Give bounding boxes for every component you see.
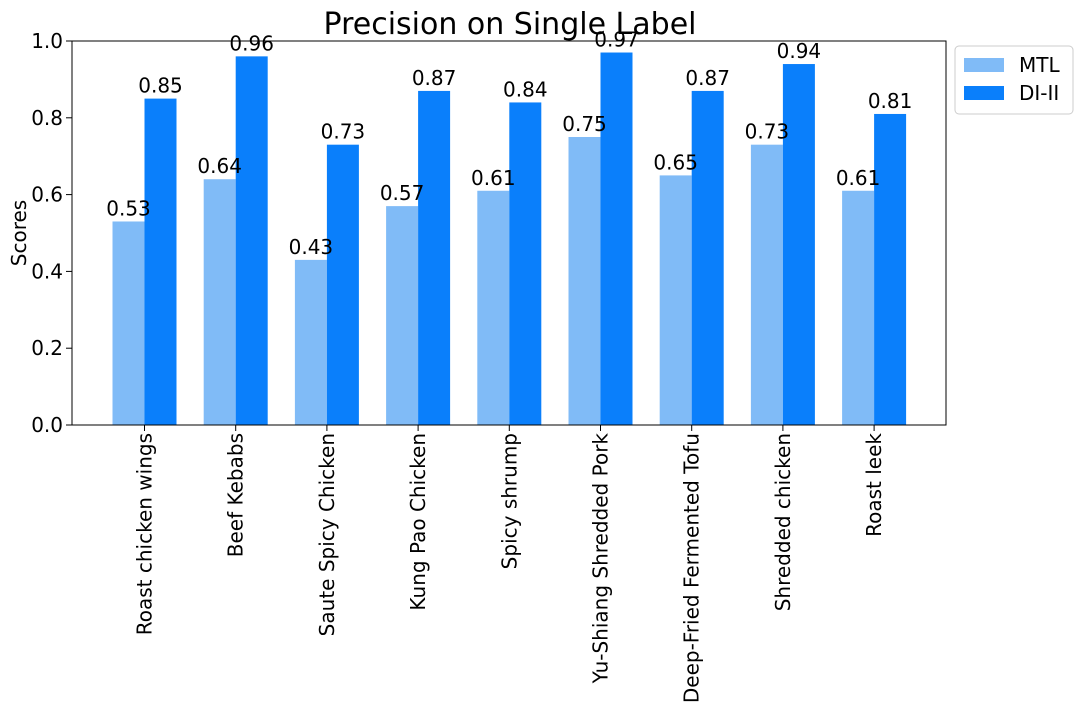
x-tick-label: Roast chicken wings	[133, 433, 157, 635]
bar-mtl-5	[568, 137, 601, 425]
legend-swatch-mtl	[964, 58, 1004, 72]
x-tick-label: Shredded chicken	[771, 433, 795, 611]
x-tick-label: Roast leek	[862, 433, 886, 537]
y-tick-label: 0.6	[31, 183, 63, 207]
bar-value-label: 0.73	[745, 120, 790, 144]
bar-labels-layer: 0.53 0.64 0.43 0.57 0.61 0.75 0.65 0.73 0.61 0.85…	[106, 28, 912, 259]
bar-value-label: 0.43	[289, 235, 334, 259]
bar-value-label: 0.94	[777, 39, 822, 63]
bar-mtl-0	[112, 221, 145, 425]
bar-value-label: 0.53	[106, 196, 151, 220]
legend-label: DI-II	[1019, 81, 1059, 105]
bar-value-label: 0.73	[321, 120, 366, 144]
y-tick-label: 0.0	[31, 413, 63, 437]
bar-value-label: 0.84	[503, 77, 548, 101]
bar-value-label: 0.81	[868, 89, 913, 113]
y-tick-label: 1.0	[31, 29, 63, 53]
bar-mtl-6	[659, 175, 692, 425]
bar-value-label: 0.85	[138, 74, 183, 98]
bar-di-ii-6	[691, 90, 724, 426]
x-axis: Roast chicken wings Beef Kebabs Saute Spic…	[133, 425, 886, 703]
x-tick-label: Spicy shrump	[497, 433, 521, 569]
bars-layer	[112, 52, 907, 426]
bar-di-ii-5	[600, 52, 633, 426]
bar-di-ii-8	[874, 113, 907, 426]
x-tick-label: Yu-Shiang Shredded Pork	[589, 433, 613, 685]
legend: MTL DI-II	[954, 45, 1074, 115]
bar-di-ii-4	[509, 102, 542, 425]
bar-value-label: 0.61	[836, 166, 881, 190]
y-tick-label: 0.2	[31, 336, 63, 360]
bar-mtl-4	[477, 190, 510, 425]
bar-value-label: 0.65	[653, 150, 698, 174]
bar-value-label: 0.87	[685, 66, 730, 90]
bar-di-ii-2	[326, 144, 359, 425]
bar-di-ii-3	[418, 90, 451, 426]
y-tick-label: 0.4	[31, 259, 63, 283]
x-tick-label: Deep-Fried Fermented Tofu	[680, 433, 704, 703]
bar-value-label: 0.87	[412, 66, 457, 90]
bar-mtl-7	[750, 144, 783, 425]
y-tick-label: 0.8	[31, 106, 63, 130]
bar-value-label: 0.97	[594, 28, 639, 52]
bar-mtl-8	[842, 190, 875, 425]
y-axis: 0.0 0.2 0.4 0.6 0.8 1.0	[31, 29, 72, 437]
bar-value-label: 0.96	[229, 31, 274, 55]
bar-di-ii-0	[144, 98, 177, 425]
bar-value-label: 0.64	[197, 154, 242, 178]
x-tick-label: Saute Spicy Chicken	[315, 433, 339, 636]
legend-swatch-di-ii	[964, 86, 1004, 100]
chart-title: Precision on Single Label	[324, 7, 697, 42]
bar-di-ii-1	[235, 56, 268, 426]
bar-value-label: 0.75	[562, 112, 607, 136]
legend-label: MTL	[1019, 53, 1060, 77]
bar-mtl-3	[386, 206, 419, 425]
y-axis-label: Scores	[7, 200, 31, 266]
bar-value-label: 0.57	[380, 181, 425, 205]
bar-di-ii-7	[782, 64, 815, 425]
bar-value-label: 0.61	[471, 166, 516, 190]
bar-mtl-1	[203, 179, 236, 425]
bar-mtl-2	[294, 259, 327, 425]
x-tick-label: Beef Kebabs	[224, 433, 248, 557]
x-tick-label: Kung Pao Chicken	[406, 433, 430, 611]
